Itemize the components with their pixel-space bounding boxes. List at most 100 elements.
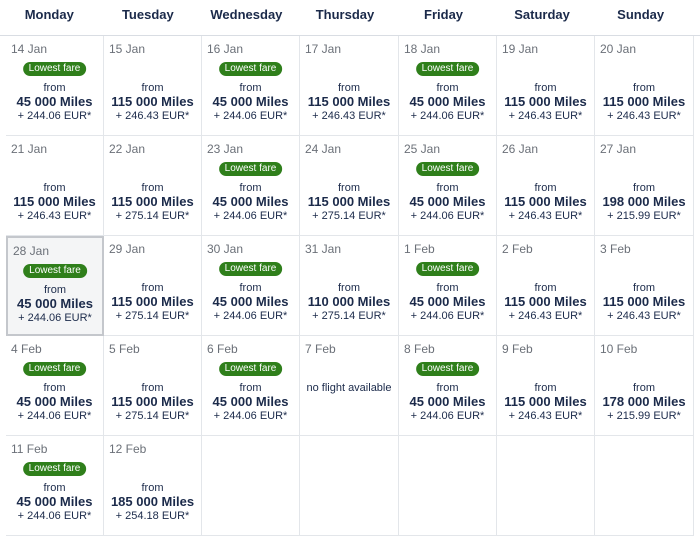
- tax-amount: + 246.43 EUR*: [312, 110, 386, 122]
- day-cell[interactable]: 23 Jan Lowest fare from 45 000 Miles + 244.0…: [202, 136, 300, 236]
- day-cell[interactable]: 15 Jan from 115 000 Miles + 246.43 EUR*: [104, 36, 202, 136]
- from-label: from: [633, 282, 655, 294]
- day-cell[interactable]: 6 Feb Lowest fare from 45 000 Miles + 244.06…: [202, 336, 300, 436]
- miles-price: 185 000 Miles: [110, 494, 195, 509]
- day-cell[interactable]: 2 Feb from 115 000 Miles + 246.43 EUR*: [497, 236, 595, 336]
- day-cell[interactable]: 8 Feb Lowest fare from 45 000 Miles + 244.06…: [399, 336, 497, 436]
- from-label: from: [633, 82, 655, 94]
- day-cell[interactable]: 17 Jan from 115 000 Miles + 246.43 EUR*: [300, 36, 399, 136]
- day-cell[interactable]: 16 Jan Lowest fare from 45 000 Miles + 244.0…: [202, 36, 300, 136]
- day-cell[interactable]: 26 Jan from 115 000 Miles + 246.43 EUR*: [497, 136, 595, 236]
- miles-price: 198 000 Miles: [602, 194, 686, 209]
- day-date: 31 Jan: [305, 242, 342, 256]
- empty-day-cell: [399, 436, 497, 536]
- day-date: 26 Jan: [502, 142, 539, 156]
- tax-amount: + 275.14 EUR*: [312, 210, 386, 222]
- tax-amount: + 275.14 EUR*: [312, 310, 386, 322]
- miles-price: 45 000 Miles: [409, 194, 486, 209]
- from-label: from: [436, 282, 459, 294]
- miles-price: 115 000 Miles: [13, 194, 96, 209]
- day-cell[interactable]: 11 Feb Lowest fare from 45 000 Miles + 244.0…: [6, 436, 104, 536]
- no-flight-text: no flight available: [306, 382, 392, 394]
- tax-amount: + 246.43 EUR*: [508, 310, 583, 322]
- miles-price: 115 000 Miles: [504, 194, 587, 209]
- day-cell[interactable]: 19 Jan from 115 000 Miles + 246.43 EUR*: [497, 36, 595, 136]
- day-cell[interactable]: 24 Jan from 115 000 Miles + 275.14 EUR*: [300, 136, 399, 236]
- from-label: from: [43, 182, 66, 194]
- day-cell[interactable]: 20 Jan from 115 000 Miles + 246.43 EUR*: [595, 36, 694, 136]
- tax-amount: + 215.99 EUR*: [607, 410, 681, 422]
- from-label: from: [239, 182, 262, 194]
- from-label: from: [633, 182, 655, 194]
- tax-amount: + 244.06 EUR*: [410, 210, 485, 222]
- from-label: from: [338, 82, 360, 94]
- weekday-label: Sunday: [617, 7, 665, 22]
- lowest-fare-badge: Lowest fare: [218, 162, 283, 176]
- day-cell[interactable]: 4 Feb Lowest fare from 45 000 Miles + 244.06…: [6, 336, 104, 436]
- from-label: from: [43, 382, 66, 394]
- weekday-label: Tuesday: [121, 7, 174, 22]
- day-cell[interactable]: 21 Jan from 115 000 Miles + 246.43 EUR*: [6, 136, 104, 236]
- tax-amount: + 244.06 EUR*: [410, 310, 485, 322]
- day-date: 11 Feb: [11, 442, 48, 456]
- miles-price: 115 000 Miles: [111, 94, 194, 109]
- miles-price: 45 000 Miles: [17, 296, 93, 311]
- empty-day-cell: [595, 436, 694, 536]
- miles-price: 45 000 Miles: [212, 294, 289, 309]
- day-cell[interactable]: 22 Jan from 115 000 Miles + 275.14 EUR*: [104, 136, 202, 236]
- day-cell[interactable]: 3 Feb from 115 000 Miles + 246.43 EUR*: [595, 236, 694, 336]
- day-cell[interactable]: 28 Jan Lowest fare from 45 000 Miles + 244.0…: [6, 236, 104, 336]
- empty-day-cell: [202, 436, 300, 536]
- miles-price: 45 000 Miles: [16, 494, 93, 509]
- day-date: 16 Jan: [207, 42, 244, 56]
- day-cell[interactable]: 29 Jan from 115 000 Miles + 275.14 EUR*: [104, 236, 202, 336]
- miles-price: 45 000 Miles: [16, 394, 93, 409]
- miles-price: 45 000 Miles: [409, 94, 486, 109]
- lowest-fare-badge: Lowest fare: [415, 162, 480, 176]
- from-label: from: [44, 284, 66, 296]
- tax-amount: + 244.06 EUR*: [17, 410, 92, 422]
- from-label: from: [141, 182, 164, 194]
- day-date: 14 Jan: [11, 42, 48, 56]
- weekday-label: Wednesday: [210, 7, 283, 22]
- from-label: from: [338, 182, 360, 194]
- tax-amount: + 244.06 EUR*: [410, 110, 485, 122]
- day-cell[interactable]: 1 Feb Lowest fare from 45 000 Miles + 244.06…: [399, 236, 497, 336]
- day-cell[interactable]: 5 Feb from 115 000 Miles + 275.14 EUR*: [104, 336, 202, 436]
- day-cell[interactable]: 30 Jan Lowest fare from 45 000 Miles + 244.0…: [202, 236, 300, 336]
- day-date: 7 Feb: [305, 342, 336, 356]
- tax-amount: + 275.14 EUR*: [115, 410, 190, 422]
- day-cell[interactable]: 31 Jan from 110 000 Miles + 275.14 EUR*: [300, 236, 399, 336]
- day-cell[interactable]: 14 Jan Lowest fare from 45 000 Miles + 244.0…: [6, 36, 104, 136]
- miles-price: 45 000 Miles: [409, 294, 486, 309]
- day-date: 18 Jan: [404, 42, 441, 56]
- tax-amount: + 244.06 EUR*: [18, 312, 92, 324]
- from-label: from: [141, 282, 164, 294]
- tax-amount: + 254.18 EUR*: [115, 510, 190, 522]
- miles-price: 110 000 Miles: [307, 294, 391, 309]
- tax-amount: + 244.06 EUR*: [17, 510, 92, 522]
- day-date: 23 Jan: [207, 142, 244, 156]
- day-cell[interactable]: 18 Jan Lowest fare from 45 000 Miles + 244.0…: [399, 36, 497, 136]
- lowest-fare-badge: Lowest fare: [22, 62, 87, 76]
- tax-amount: + 275.14 EUR*: [115, 310, 190, 322]
- tax-amount: + 275.14 EUR*: [115, 210, 190, 222]
- day-date: 9 Feb: [502, 342, 533, 356]
- weekday-header: Monday Tuesday Wednesday Thursday Friday Satu…: [0, 0, 700, 36]
- day-cell: 7 Feb no flight available: [300, 336, 399, 436]
- tax-amount: + 246.43 EUR*: [607, 310, 681, 322]
- tax-amount: + 246.43 EUR*: [508, 110, 583, 122]
- day-cell[interactable]: 27 Jan from 198 000 Miles + 215.99 EUR*: [595, 136, 694, 236]
- from-label: from: [436, 382, 459, 394]
- day-cell[interactable]: 12 Feb from 185 000 Miles + 254.18 EUR*: [104, 436, 202, 536]
- day-date: 2 Feb: [502, 242, 533, 256]
- miles-price: 178 000 Miles: [602, 394, 686, 409]
- from-label: from: [436, 182, 459, 194]
- day-cell[interactable]: 9 Feb from 115 000 Miles + 246.43 EUR*: [497, 336, 595, 436]
- lowest-fare-badge: Lowest fare: [415, 62, 480, 76]
- miles-price: 115 000 Miles: [111, 194, 194, 209]
- day-cell[interactable]: 25 Jan Lowest fare from 45 000 Miles + 244.0…: [399, 136, 497, 236]
- day-date: 27 Jan: [600, 142, 637, 156]
- day-date: 19 Jan: [502, 42, 539, 56]
- day-cell[interactable]: 10 Feb from 178 000 Miles + 215.99 EUR*: [595, 336, 694, 436]
